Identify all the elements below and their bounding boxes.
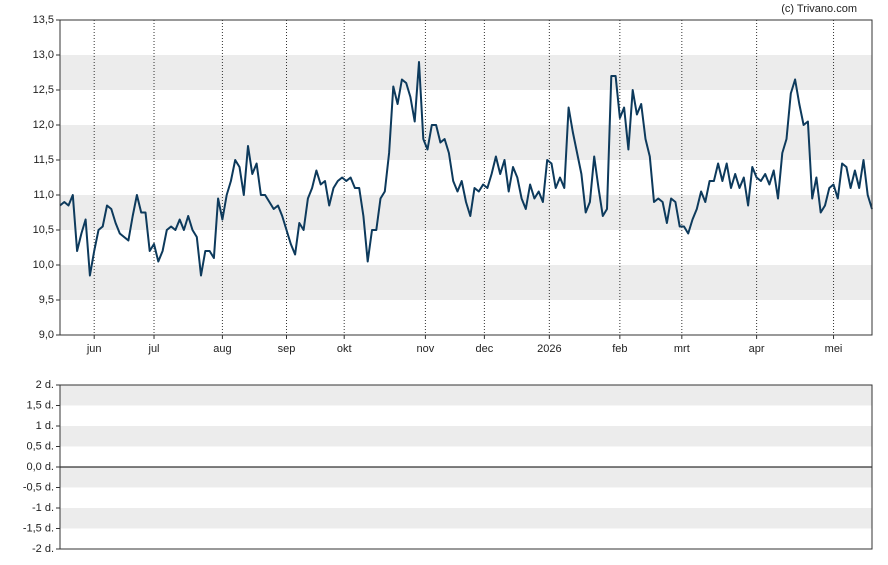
- y-tick-label: 13,5: [33, 14, 54, 26]
- price-line: [59, 61, 873, 277]
- x-tick-label: okt: [337, 343, 352, 355]
- x-tick-label: feb: [612, 343, 627, 355]
- band: [60, 426, 872, 447]
- band: [60, 265, 872, 300]
- x-tick-label: sep: [278, 343, 296, 355]
- plot-frame: [59, 19, 873, 336]
- x-tick-label: aug: [213, 343, 231, 355]
- band: [60, 508, 872, 529]
- y-tick-label: 9,0: [39, 329, 54, 341]
- y-tick-label: -1 d.: [32, 502, 54, 514]
- y-tick-label: 13,0: [33, 49, 54, 61]
- x-tick-label: 2026: [537, 343, 561, 355]
- x-tick-label: jul: [148, 343, 160, 355]
- band: [60, 55, 872, 90]
- band: [60, 467, 872, 488]
- y-tick-label: 0,5 d.: [26, 440, 54, 452]
- y-tick-label: 1 d.: [36, 420, 54, 432]
- band: [60, 385, 872, 406]
- x-tick-label: jun: [86, 343, 102, 355]
- x-tick-label: mrt: [674, 343, 690, 355]
- x-tick-label: nov: [417, 343, 435, 355]
- band: [60, 125, 872, 160]
- y-tick-label: 10,0: [33, 259, 54, 271]
- x-tick-label: apr: [749, 343, 765, 355]
- credit: (c) Trivano.com: [781, 3, 857, 15]
- x-tick-label: dec: [476, 343, 494, 355]
- y-tick-label: 9,5: [39, 294, 54, 306]
- y-tick-label: -2 d.: [32, 543, 54, 555]
- y-tick-label: 10,5: [33, 224, 54, 236]
- y-tick-label: -0,5 d.: [23, 481, 54, 493]
- y-tick-label: 2 d.: [36, 379, 54, 391]
- y-tick-label: 1,5 d.: [26, 399, 54, 411]
- y-tick-label: 11,0: [33, 189, 54, 201]
- y-tick-label: 0,0 d.: [26, 461, 54, 473]
- plot-frame: [59, 384, 873, 550]
- y-tick-label: 12,0: [33, 119, 54, 131]
- y-tick-label: 11,5: [33, 154, 54, 166]
- x-tick-label: mei: [825, 343, 843, 355]
- y-tick-label: 12,5: [33, 84, 54, 96]
- y-tick-label: -1,5 d.: [23, 522, 54, 534]
